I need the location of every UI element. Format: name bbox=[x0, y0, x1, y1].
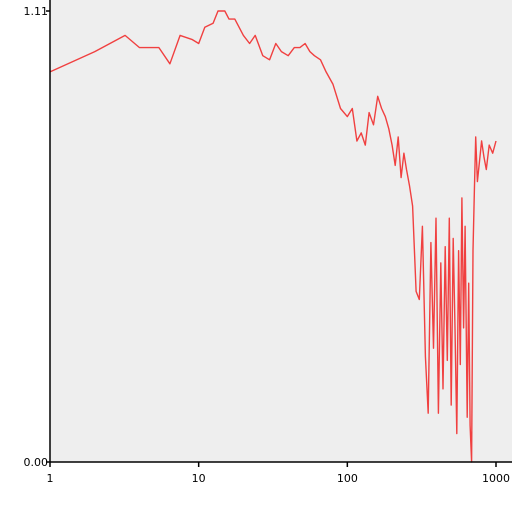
x-tick-label-1: 10 bbox=[192, 472, 206, 485]
x-tick-label-3: 1000 bbox=[482, 472, 510, 485]
y-tick-label-0: 0.00 bbox=[24, 456, 49, 469]
x-tick-label-0: 1 bbox=[47, 472, 54, 485]
x-tick-label-2: 100 bbox=[337, 472, 358, 485]
y-tick-label-1: 1.11 bbox=[24, 5, 49, 18]
plot-background bbox=[50, 0, 512, 462]
